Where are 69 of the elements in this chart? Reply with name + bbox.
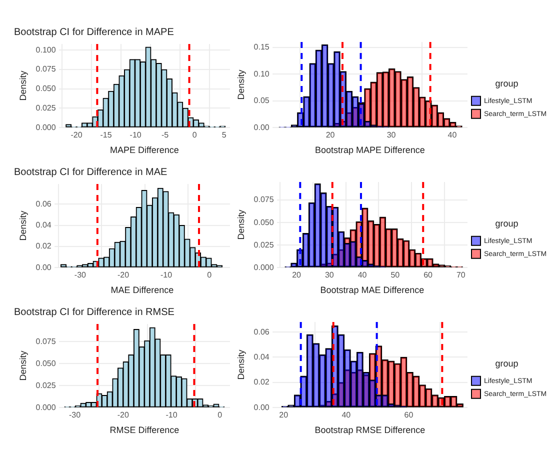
y-tick-label: 0.025 xyxy=(36,103,56,112)
x-tick-label: 40 xyxy=(358,270,368,280)
x-tick-label: 0 xyxy=(192,130,198,140)
x-tick-label: 0 xyxy=(218,410,223,420)
x-axis-title: MAPE Difference xyxy=(110,145,179,156)
y-axis-title: Density xyxy=(18,350,28,381)
x-tick-label: -10 xyxy=(160,270,173,280)
y-tick-label: 0.04 xyxy=(36,220,52,230)
y-axis-title: Density xyxy=(18,210,28,241)
chart-title: Bootstrap CI for Difference in MAE xyxy=(14,166,168,178)
x-tick-label: -10 xyxy=(130,130,142,140)
x-tick-label: 20 xyxy=(326,130,336,140)
chart-title: Bootstrap CI for Difference in RMSE xyxy=(14,306,175,318)
y-tick-label: 0.075 xyxy=(36,64,56,74)
y-tick-label: 0.075 xyxy=(254,195,274,204)
x-axis-title: Bootstrap RMSE Difference xyxy=(314,425,426,436)
x-tick-label: -30 xyxy=(74,270,87,280)
x-tick-label: 70 xyxy=(456,270,466,280)
y-tick-label: 0.02 xyxy=(36,242,52,251)
y-tick-label: 0.05 xyxy=(254,96,270,106)
x-axis-title: Bootstrap MAE Difference xyxy=(320,285,424,296)
x-tick-label: -5 xyxy=(162,130,170,140)
x-tick-label: 60 xyxy=(424,270,434,280)
x-tick-label: 20 xyxy=(292,270,302,280)
legend-title: group xyxy=(495,78,518,89)
chart-title: Bootstrap CI for Difference in MAPE xyxy=(14,26,174,38)
x-tick-label: 40 xyxy=(448,130,458,140)
x-axis-title: MAE Difference xyxy=(110,285,174,296)
x-tick-label: -20 xyxy=(70,130,83,140)
x-tick-label: 30 xyxy=(324,270,334,280)
x-tick-label: 20 xyxy=(279,410,289,420)
y-tick-label: 0.050 xyxy=(36,358,56,368)
x-tick-label: -20 xyxy=(117,410,130,420)
y-tick-label: 0.02 xyxy=(254,378,270,387)
x-tick-label: -30 xyxy=(68,410,82,420)
y-tick-label: 0.04 xyxy=(254,352,270,362)
y-axis-title: Density xyxy=(236,69,246,100)
y-tick-label: 0.100 xyxy=(36,45,56,54)
y-tick-label: 0.025 xyxy=(254,240,274,250)
y-tick-label: 0.06 xyxy=(36,199,52,208)
y-tick-label: 0.00 xyxy=(254,122,270,132)
x-tick-label: -15 xyxy=(100,130,112,140)
y-tick-label: 0.000 xyxy=(36,402,56,412)
legend-title: group xyxy=(495,358,518,369)
y-tick-label: 0.025 xyxy=(36,380,56,390)
x-tick-label: -20 xyxy=(117,270,130,280)
y-tick-label: 0.000 xyxy=(254,262,274,272)
y-tick-label: 0.00 xyxy=(254,402,270,412)
y-tick-label: 0.15 xyxy=(254,42,270,52)
x-tick-label: 40 xyxy=(342,410,352,420)
x-tick-label: 0 xyxy=(207,270,212,280)
y-tick-label: 0.050 xyxy=(36,84,56,94)
y-tick-label: 0.000 xyxy=(36,122,56,132)
y-tick-label: 0.10 xyxy=(254,69,270,78)
y-tick-label: 0.06 xyxy=(254,327,270,336)
legend-title: group xyxy=(495,218,518,229)
y-tick-label: 0.075 xyxy=(36,336,56,346)
x-tick-label: -10 xyxy=(166,410,178,420)
y-axis-title: Density xyxy=(18,70,28,101)
y-axis-title: Density xyxy=(236,209,246,240)
x-tick-label: 60 xyxy=(404,410,414,420)
x-axis-title: Bootstrap MAPE Difference xyxy=(314,145,425,156)
x-tick-label: 50 xyxy=(390,270,400,280)
x-axis-title: RMSE Difference xyxy=(110,425,180,436)
y-tick-label: 0.00 xyxy=(36,262,52,272)
x-tick-label: 5 xyxy=(222,130,227,140)
y-axis-title: Density xyxy=(236,349,246,380)
x-tick-label: 30 xyxy=(386,130,396,140)
y-tick-label: 0.050 xyxy=(254,218,274,227)
